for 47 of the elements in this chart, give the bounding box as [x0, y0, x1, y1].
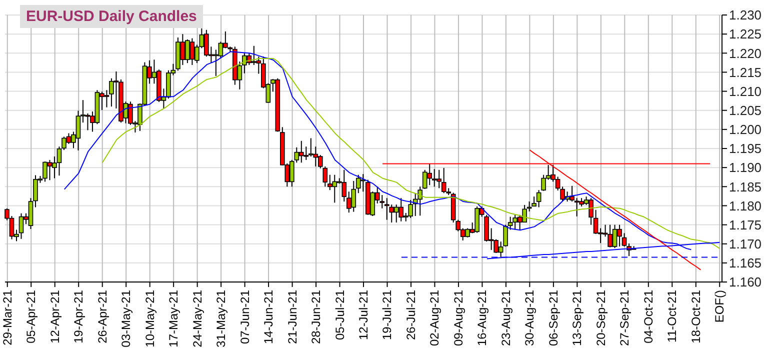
- x-tick-label: 23-Aug-21: [498, 290, 513, 346]
- x-tick-label: 11-Oct-21: [665, 290, 680, 342]
- y-tick-label: 1.200: [729, 122, 762, 138]
- x-tick-label: 26-Jul-21: [404, 290, 418, 340]
- x-tick-label: 05-Jul-21: [332, 290, 347, 340]
- x-tick-label: 30-Aug-21: [522, 290, 537, 346]
- x-tick-label: 21-Jun-21: [285, 290, 300, 344]
- x-tick-label: 12-Jul-21: [356, 290, 370, 340]
- chart-title: EUR-USD Daily Candles: [20, 5, 203, 28]
- y-tick-label: 1.225: [729, 26, 762, 42]
- x-tick-label: 09-Aug-21: [451, 290, 466, 346]
- x-tick-label: 03-May-21: [119, 290, 134, 348]
- x-tick-label: 13-Sep-21: [570, 290, 584, 346]
- x-tick-label: 26-Apr-21: [95, 290, 110, 344]
- x-tick-label: 14-Jun-21: [262, 290, 276, 344]
- x-tick-label: 18-Oct-21: [688, 290, 703, 344]
- x-tick-label: 31-May-21: [214, 290, 228, 348]
- x-tick-label: 16-Aug-21: [475, 290, 490, 346]
- x-tick-label: 28-Jun-21: [309, 290, 324, 344]
- x-tick-label: 07-Jun-21: [238, 290, 252, 344]
- x-tick-label: 24-May-21: [190, 290, 204, 348]
- y-tick-label: 1.230: [729, 8, 762, 23]
- x-tick-label: 12-Apr-21: [48, 290, 62, 344]
- x-tick-label: 02-Aug-21: [428, 290, 442, 346]
- x-tick-label: 10-May-21: [142, 290, 157, 348]
- y-tick-label: 1.220: [729, 46, 762, 61]
- y-tick-label: 1.190: [729, 160, 762, 176]
- x-tick-label: 17-May-21: [166, 290, 181, 348]
- y-tick-label: 1.185: [729, 179, 762, 194]
- x-tick-label: 27-Sep-21: [618, 290, 632, 346]
- y-tick-label: 1.195: [729, 141, 762, 156]
- x-tick-label: 19-Apr-21: [72, 290, 86, 344]
- y-tick-label: 1.180: [729, 198, 762, 214]
- x-tick-label: 20-Sep-21: [594, 290, 608, 346]
- y-tick-label: 1.165: [729, 256, 762, 271]
- x-tick-label: 05-Apr-21: [24, 290, 38, 344]
- y-tick-label: 1.170: [729, 236, 762, 252]
- y-tick-label: 1.210: [729, 84, 762, 99]
- x-tick-label: 06-Sep-21: [546, 290, 560, 346]
- x-tick-label: 19-Jul-21: [380, 290, 394, 340]
- x-tick-label: 29-Mar-21: [0, 290, 14, 346]
- x-tick-label: EOF(): [712, 290, 727, 323]
- y-tick-label: 1.175: [729, 217, 762, 232]
- y-tick-label: 1.205: [729, 102, 762, 118]
- y-tick-label: 1.215: [729, 64, 762, 80]
- x-tick-label: 04-Oct-21: [641, 290, 656, 344]
- y-tick-label: 1.160: [729, 274, 762, 290]
